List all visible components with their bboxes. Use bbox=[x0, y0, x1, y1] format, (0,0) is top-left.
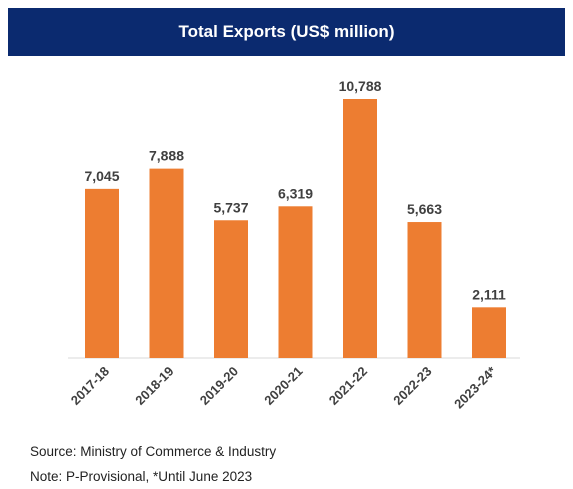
data-label-2021-22: 10,788 bbox=[339, 78, 382, 94]
x-tick-label-2019-20: 2019-20 bbox=[197, 364, 241, 408]
data-label-2022-23: 5,663 bbox=[407, 201, 442, 217]
chart-title: Total Exports (US$ million) bbox=[178, 22, 395, 41]
x-tick-label-2017-18: 2017-18 bbox=[68, 364, 112, 408]
bar-2018-19 bbox=[149, 168, 184, 358]
x-tick-label-2021-22: 2021-22 bbox=[326, 364, 370, 408]
bar-2021-22 bbox=[343, 99, 377, 358]
bar-2019-20 bbox=[214, 220, 248, 358]
chart-title-banner: Total Exports (US$ million) bbox=[8, 8, 565, 56]
x-tick-label-2018-19: 2018-19 bbox=[132, 364, 176, 408]
bar-2022-23 bbox=[407, 222, 442, 358]
data-label-2019-20: 5,737 bbox=[213, 199, 248, 215]
data-label-2018-19: 7,888 bbox=[149, 148, 184, 164]
data-label-2017-18: 7,045 bbox=[84, 168, 119, 184]
source-note: Source: Ministry of Commerce & Industry bbox=[30, 444, 277, 459]
x-tick-label-2020-21: 2020-21 bbox=[261, 364, 305, 408]
x-tick-label-2022-23: 2022-23 bbox=[390, 364, 434, 408]
bar-2017-18 bbox=[85, 188, 119, 358]
x-tick-label-2023-24*: 2023-24* bbox=[451, 363, 500, 412]
bar-2020-21 bbox=[278, 206, 313, 358]
provisional-note: Note: P-Provisional, *Until June 2023 bbox=[30, 469, 253, 484]
bar-2023-24* bbox=[472, 307, 506, 358]
data-label-2020-21: 6,319 bbox=[278, 185, 313, 201]
data-label-2023-24*: 2,111 bbox=[472, 286, 506, 302]
